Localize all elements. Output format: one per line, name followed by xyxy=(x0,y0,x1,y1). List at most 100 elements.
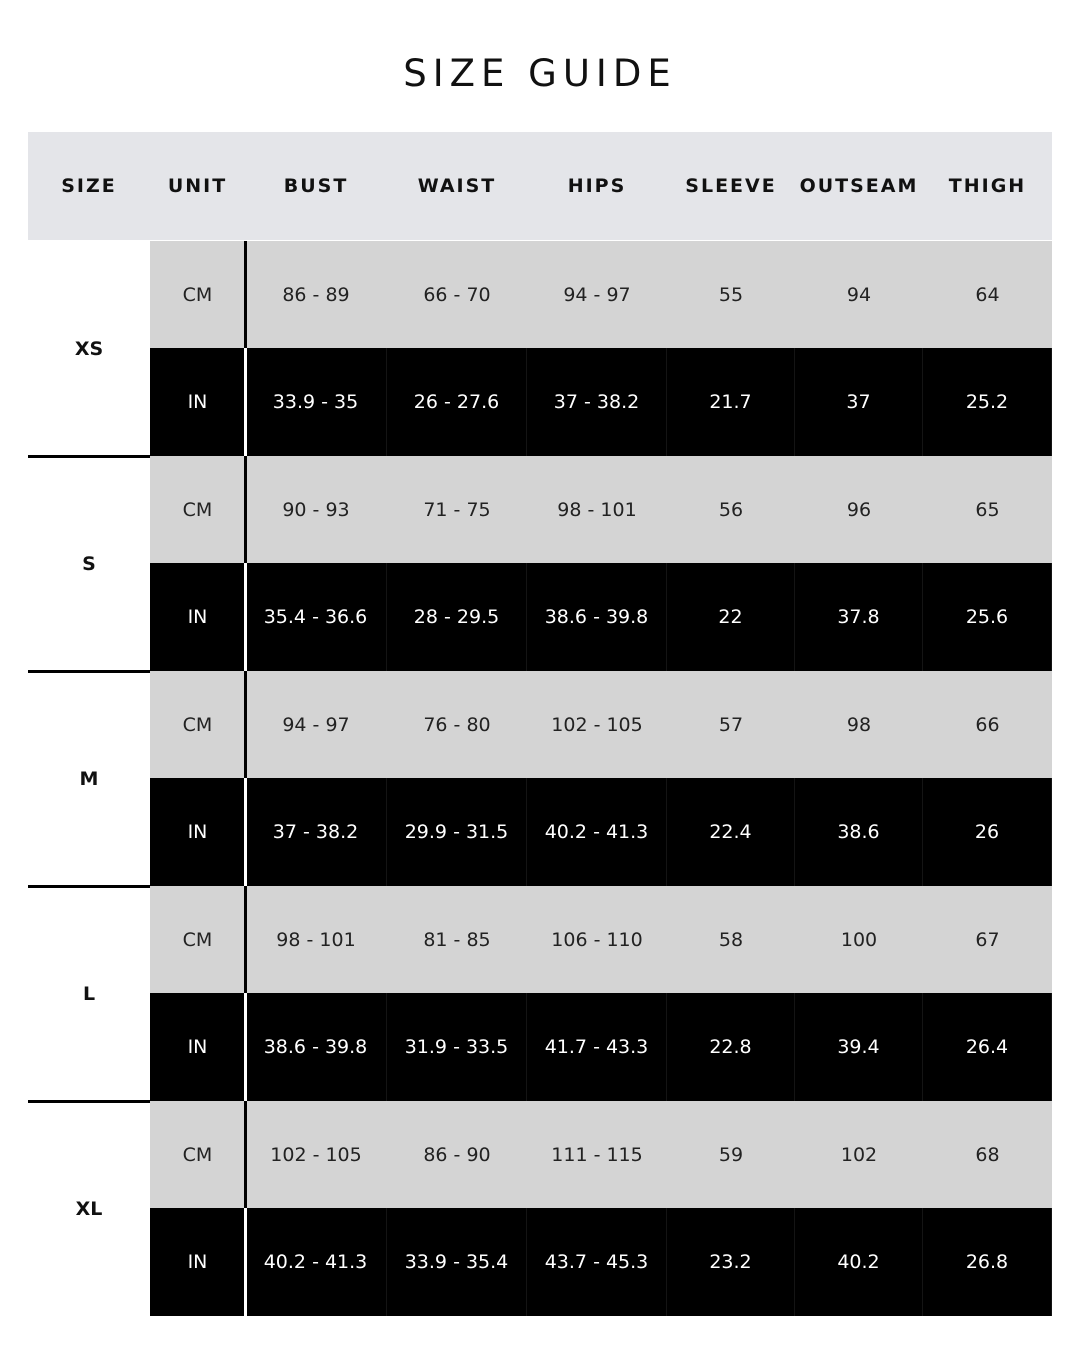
measurement-cell-bust: 35.4 - 36.6 xyxy=(245,563,387,671)
measurement-cell-thigh: 68 xyxy=(975,1143,1000,1166)
measurement-cell-outseam: 37 xyxy=(795,348,923,456)
column-header-waist: WAIST xyxy=(417,175,497,197)
size-label: XS xyxy=(74,337,104,360)
unit-cell: CM xyxy=(182,928,213,951)
measurement-cell-hips: 111 - 115 xyxy=(551,1143,643,1166)
size-label: S xyxy=(82,552,96,575)
measurement-cell-sleeve: 22 xyxy=(667,563,795,671)
unit-cell: IN xyxy=(187,1251,208,1273)
measurement-cell-outseam: 40.2 xyxy=(795,1208,923,1316)
size-label: XL xyxy=(75,1197,103,1220)
table-row-cm: CM 102 - 105 86 - 90 111 - 115 59 102 68 xyxy=(150,1101,1052,1208)
measurement-cell-thigh: 26.4 xyxy=(923,993,1052,1101)
measurement-cell-waist: 26 - 27.6 xyxy=(387,348,527,456)
size-group-m: M CM 94 - 97 76 - 80 102 - 105 57 98 66 IN 37 - 3… xyxy=(28,671,1052,888)
size-group-l: L CM 98 - 101 81 - 85 106 - 110 58 100 67 IN 38.6… xyxy=(28,886,1052,1103)
size-label: M xyxy=(79,767,99,790)
measurement-cell-hips: 98 - 101 xyxy=(557,498,637,521)
column-divider xyxy=(244,241,247,348)
column-header-size: SIZE xyxy=(61,175,117,197)
measurement-cell-hips: 37 - 38.2 xyxy=(527,348,667,456)
measurement-cell-waist: 28 - 29.5 xyxy=(387,563,527,671)
measurement-cell-outseam: 94 xyxy=(846,283,872,306)
measurement-cell-sleeve: 55 xyxy=(718,283,744,306)
measurement-cell-thigh: 26.8 xyxy=(923,1208,1052,1316)
size-group-xl: XL CM 102 - 105 86 - 90 111 - 115 59 102 68 IN 40… xyxy=(28,1101,1052,1316)
measurement-cell-bust: 40.2 - 41.3 xyxy=(245,1208,387,1316)
measurement-cell-outseam: 96 xyxy=(846,498,872,521)
table-row-cm: CM 90 - 93 71 - 75 98 - 101 56 96 65 xyxy=(150,456,1052,563)
measurement-cell-waist: 33.9 - 35.4 xyxy=(387,1208,527,1316)
measurement-cell-thigh: 26 xyxy=(923,778,1052,886)
measurement-cell-outseam: 38.6 xyxy=(795,778,923,886)
unit-cell: CM xyxy=(182,498,213,521)
table-row-in: IN 38.6 - 39.8 31.9 - 33.5 41.7 - 43.3 22.8 3… xyxy=(150,993,1052,1101)
size-label: L xyxy=(82,982,96,1005)
measurement-cell-outseam: 39.4 xyxy=(795,993,923,1101)
column-divider xyxy=(244,886,247,993)
column-divider xyxy=(244,993,247,1101)
measurement-cell-hips: 38.6 - 39.8 xyxy=(527,563,667,671)
measurement-cell-waist: 71 - 75 xyxy=(423,498,491,521)
unit-cell: IN xyxy=(187,391,208,413)
measurement-cell-bust: 98 - 101 xyxy=(276,928,356,951)
measurement-cell-outseam: 98 xyxy=(846,713,872,736)
measurement-cell-hips: 43.7 - 45.3 xyxy=(527,1208,667,1316)
measurement-cell-hips: 40.2 - 41.3 xyxy=(527,778,667,886)
table-row-cm: CM 98 - 101 81 - 85 106 - 110 58 100 67 xyxy=(150,886,1052,993)
measurement-cell-thigh: 25.2 xyxy=(923,348,1052,456)
measurement-cell-bust: 38.6 - 39.8 xyxy=(245,993,387,1101)
measurement-cell-bust: 33.9 - 35 xyxy=(245,348,387,456)
measurement-cell-sleeve: 21.7 xyxy=(667,348,795,456)
page-title: SIZE GUIDE xyxy=(403,52,677,95)
column-header-unit: UNIT xyxy=(167,175,228,197)
measurement-cell-bust: 90 - 93 xyxy=(282,498,350,521)
table-row-cm: CM 86 - 89 66 - 70 94 - 97 55 94 64 xyxy=(150,241,1052,348)
table-row-in: IN 40.2 - 41.3 33.9 - 35.4 43.7 - 45.3 23.2 4… xyxy=(150,1208,1052,1316)
measurement-cell-outseam: 37.8 xyxy=(795,563,923,671)
column-divider xyxy=(244,456,247,563)
unit-cell: IN xyxy=(187,606,208,628)
measurement-cell-bust: 102 - 105 xyxy=(270,1143,362,1166)
size-group-xs: XS CM 86 - 89 66 - 70 94 - 97 55 94 64 IN 33.9 - … xyxy=(28,241,1052,458)
measurement-cell-waist: 81 - 85 xyxy=(423,928,491,951)
measurement-cell-thigh: 64 xyxy=(975,283,1000,306)
measurement-cell-thigh: 25.6 xyxy=(923,563,1052,671)
measurement-cell-hips: 102 - 105 xyxy=(551,713,643,736)
measurement-cell-waist: 66 - 70 xyxy=(423,283,491,306)
column-header-thigh: THIGH xyxy=(948,175,1027,197)
group-divider xyxy=(28,670,150,673)
group-divider xyxy=(28,885,150,888)
column-divider xyxy=(244,348,247,456)
measurement-cell-waist: 76 - 80 xyxy=(423,713,491,736)
column-divider xyxy=(244,563,247,671)
column-header-bust: BUST xyxy=(283,175,349,197)
column-header-outseam: OUTSEAM xyxy=(799,175,919,197)
unit-cell: CM xyxy=(182,283,213,306)
table-header: SIZE UNIT BUST WAIST HIPS SLEEVE OUTSEAM THIGH xyxy=(28,132,1052,240)
measurement-cell-outseam: 102 xyxy=(840,1143,878,1166)
measurement-cell-hips: 94 - 97 xyxy=(563,283,631,306)
unit-cell: CM xyxy=(182,713,213,736)
column-header-hips: HIPS xyxy=(567,175,627,197)
measurement-cell-bust: 86 - 89 xyxy=(282,283,350,306)
unit-cell: CM xyxy=(182,1143,213,1166)
measurement-cell-thigh: 65 xyxy=(975,498,1000,521)
measurement-cell-bust: 37 - 38.2 xyxy=(245,778,387,886)
table-row-in: IN 33.9 - 35 26 - 27.6 37 - 38.2 21.7 37 25.2 xyxy=(150,348,1052,456)
column-divider xyxy=(244,778,247,886)
column-divider xyxy=(244,671,247,778)
measurement-cell-waist: 31.9 - 33.5 xyxy=(387,993,527,1101)
measurement-cell-sleeve: 22.4 xyxy=(667,778,795,886)
measurement-cell-outseam: 100 xyxy=(840,928,878,951)
column-divider xyxy=(244,1101,247,1208)
measurement-cell-bust: 94 - 97 xyxy=(282,713,350,736)
measurement-cell-sleeve: 22.8 xyxy=(667,993,795,1101)
measurement-cell-hips: 106 - 110 xyxy=(551,928,643,951)
measurement-cell-waist: 29.9 - 31.5 xyxy=(387,778,527,886)
measurement-cell-sleeve: 58 xyxy=(718,928,744,951)
group-divider xyxy=(28,455,150,458)
table-row-cm: CM 94 - 97 76 - 80 102 - 105 57 98 66 xyxy=(150,671,1052,778)
measurement-cell-thigh: 67 xyxy=(975,928,1000,951)
measurement-cell-thigh: 66 xyxy=(975,713,1000,736)
